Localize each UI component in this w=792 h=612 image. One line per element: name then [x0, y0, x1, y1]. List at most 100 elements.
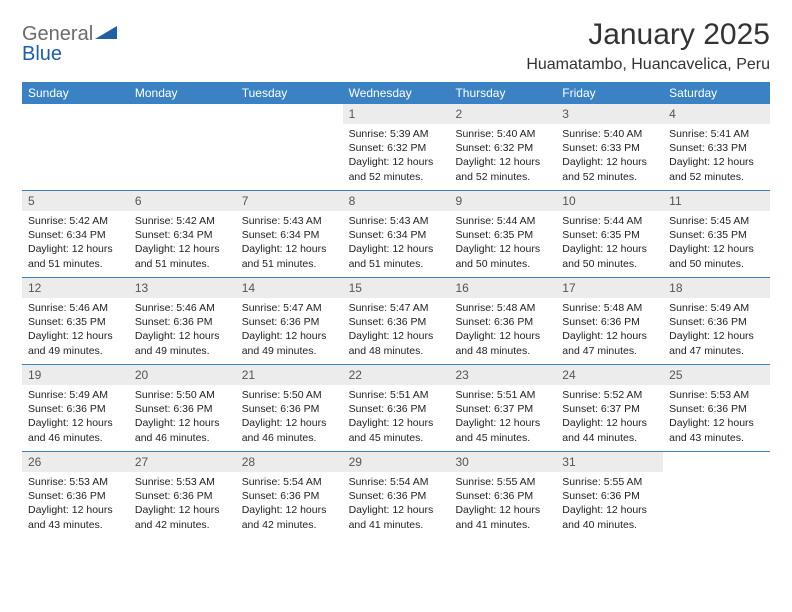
week-row: 19Sunrise: 5:49 AMSunset: 6:36 PMDayligh… [22, 364, 770, 451]
day-number: 11 [663, 191, 770, 211]
day-number: 24 [556, 365, 663, 385]
day-number: 25 [663, 365, 770, 385]
calendar-cell: 16Sunrise: 5:48 AMSunset: 6:36 PMDayligh… [449, 278, 556, 364]
calendar-cell: 3Sunrise: 5:40 AMSunset: 6:33 PMDaylight… [556, 104, 663, 190]
day-details: Sunrise: 5:39 AMSunset: 6:32 PMDaylight:… [343, 124, 450, 190]
day-details: Sunrise: 5:49 AMSunset: 6:36 PMDaylight:… [22, 385, 129, 451]
calendar-cell: 12Sunrise: 5:46 AMSunset: 6:35 PMDayligh… [22, 278, 129, 364]
calendar-cell: 26Sunrise: 5:53 AMSunset: 6:36 PMDayligh… [22, 452, 129, 538]
day-details: Sunrise: 5:41 AMSunset: 6:33 PMDaylight:… [663, 124, 770, 190]
week-row: 12Sunrise: 5:46 AMSunset: 6:35 PMDayligh… [22, 277, 770, 364]
day-number: 19 [22, 365, 129, 385]
day-number: 16 [449, 278, 556, 298]
day-details: Sunrise: 5:45 AMSunset: 6:35 PMDaylight:… [663, 211, 770, 277]
title-block: January 2025 Huamatambo, Huancavelica, P… [526, 18, 770, 74]
day-number: 2 [449, 104, 556, 124]
day-details: Sunrise: 5:47 AMSunset: 6:36 PMDaylight:… [343, 298, 450, 364]
calendar-cell: 5Sunrise: 5:42 AMSunset: 6:34 PMDaylight… [22, 191, 129, 277]
day-header-tuesday: Tuesday [236, 82, 343, 104]
day-details: Sunrise: 5:46 AMSunset: 6:36 PMDaylight:… [129, 298, 236, 364]
week-row: 1Sunrise: 5:39 AMSunset: 6:32 PMDaylight… [22, 104, 770, 190]
day-details: Sunrise: 5:40 AMSunset: 6:33 PMDaylight:… [556, 124, 663, 190]
day-details: Sunrise: 5:43 AMSunset: 6:34 PMDaylight:… [343, 211, 450, 277]
day-details: Sunrise: 5:55 AMSunset: 6:36 PMDaylight:… [556, 472, 663, 538]
calendar-cell: 2Sunrise: 5:40 AMSunset: 6:32 PMDaylight… [449, 104, 556, 190]
day-details: Sunrise: 5:52 AMSunset: 6:37 PMDaylight:… [556, 385, 663, 451]
header: GeneralBlue January 2025 Huamatambo, Hua… [22, 18, 770, 74]
calendar-cell: 7Sunrise: 5:43 AMSunset: 6:34 PMDaylight… [236, 191, 343, 277]
day-number: 12 [22, 278, 129, 298]
logo-word-2: Blue [22, 43, 62, 65]
calendar-cell: 11Sunrise: 5:45 AMSunset: 6:35 PMDayligh… [663, 191, 770, 277]
day-details: Sunrise: 5:42 AMSunset: 6:34 PMDaylight:… [22, 211, 129, 277]
calendar-cell [129, 104, 236, 190]
day-header-row: SundayMondayTuesdayWednesdayThursdayFrid… [22, 82, 770, 104]
day-details: Sunrise: 5:50 AMSunset: 6:36 PMDaylight:… [129, 385, 236, 451]
day-number: 31 [556, 452, 663, 472]
calendar-cell: 10Sunrise: 5:44 AMSunset: 6:35 PMDayligh… [556, 191, 663, 277]
day-number: 22 [343, 365, 450, 385]
calendar-cell [22, 104, 129, 190]
calendar-cell: 6Sunrise: 5:42 AMSunset: 6:34 PMDaylight… [129, 191, 236, 277]
calendar-cell [663, 452, 770, 538]
day-number: 3 [556, 104, 663, 124]
day-number: 26 [22, 452, 129, 472]
calendar-cell [236, 104, 343, 190]
day-header-wednesday: Wednesday [343, 82, 450, 104]
day-details: Sunrise: 5:42 AMSunset: 6:34 PMDaylight:… [129, 211, 236, 277]
day-details: Sunrise: 5:49 AMSunset: 6:36 PMDaylight:… [663, 298, 770, 364]
day-details: Sunrise: 5:55 AMSunset: 6:36 PMDaylight:… [449, 472, 556, 538]
logo-word-1: General [22, 23, 93, 45]
calendar-cell: 9Sunrise: 5:44 AMSunset: 6:35 PMDaylight… [449, 191, 556, 277]
day-number: 30 [449, 452, 556, 472]
day-details: Sunrise: 5:53 AMSunset: 6:36 PMDaylight:… [22, 472, 129, 538]
day-details: Sunrise: 5:53 AMSunset: 6:36 PMDaylight:… [663, 385, 770, 451]
day-details: Sunrise: 5:47 AMSunset: 6:36 PMDaylight:… [236, 298, 343, 364]
day-number: 29 [343, 452, 450, 472]
location: Huamatambo, Huancavelica, Peru [526, 56, 770, 74]
day-number: 18 [663, 278, 770, 298]
day-number: 6 [129, 191, 236, 211]
day-number: 1 [343, 104, 450, 124]
calendar-cell: 23Sunrise: 5:51 AMSunset: 6:37 PMDayligh… [449, 365, 556, 451]
logo: GeneralBlue [22, 18, 119, 64]
day-details: Sunrise: 5:54 AMSunset: 6:36 PMDaylight:… [343, 472, 450, 538]
calendar-cell: 31Sunrise: 5:55 AMSunset: 6:36 PMDayligh… [556, 452, 663, 538]
week-row: 26Sunrise: 5:53 AMSunset: 6:36 PMDayligh… [22, 451, 770, 538]
calendar-cell: 15Sunrise: 5:47 AMSunset: 6:36 PMDayligh… [343, 278, 450, 364]
calendar-cell: 13Sunrise: 5:46 AMSunset: 6:36 PMDayligh… [129, 278, 236, 364]
day-details: Sunrise: 5:54 AMSunset: 6:36 PMDaylight:… [236, 472, 343, 538]
day-details: Sunrise: 5:44 AMSunset: 6:35 PMDaylight:… [449, 211, 556, 277]
calendar-cell: 18Sunrise: 5:49 AMSunset: 6:36 PMDayligh… [663, 278, 770, 364]
calendar-cell: 24Sunrise: 5:52 AMSunset: 6:37 PMDayligh… [556, 365, 663, 451]
day-number: 20 [129, 365, 236, 385]
calendar-cell: 27Sunrise: 5:53 AMSunset: 6:36 PMDayligh… [129, 452, 236, 538]
day-header-monday: Monday [129, 82, 236, 104]
day-number: 28 [236, 452, 343, 472]
day-details: Sunrise: 5:50 AMSunset: 6:36 PMDaylight:… [236, 385, 343, 451]
calendar-cell: 4Sunrise: 5:41 AMSunset: 6:33 PMDaylight… [663, 104, 770, 190]
calendar-cell: 25Sunrise: 5:53 AMSunset: 6:36 PMDayligh… [663, 365, 770, 451]
day-number: 15 [343, 278, 450, 298]
day-number: 10 [556, 191, 663, 211]
day-details: Sunrise: 5:48 AMSunset: 6:36 PMDaylight:… [556, 298, 663, 364]
day-details: Sunrise: 5:46 AMSunset: 6:35 PMDaylight:… [22, 298, 129, 364]
day-header-friday: Friday [556, 82, 663, 104]
day-number: 23 [449, 365, 556, 385]
calendar-cell: 1Sunrise: 5:39 AMSunset: 6:32 PMDaylight… [343, 104, 450, 190]
day-number: 27 [129, 452, 236, 472]
day-details: Sunrise: 5:53 AMSunset: 6:36 PMDaylight:… [129, 472, 236, 538]
calendar-cell: 17Sunrise: 5:48 AMSunset: 6:36 PMDayligh… [556, 278, 663, 364]
calendar-cell: 14Sunrise: 5:47 AMSunset: 6:36 PMDayligh… [236, 278, 343, 364]
day-header-sunday: Sunday [22, 82, 129, 104]
day-details: Sunrise: 5:51 AMSunset: 6:36 PMDaylight:… [343, 385, 450, 451]
page-title: January 2025 [526, 18, 770, 52]
calendar-cell: 21Sunrise: 5:50 AMSunset: 6:36 PMDayligh… [236, 365, 343, 451]
weeks-container: 1Sunrise: 5:39 AMSunset: 6:32 PMDaylight… [22, 104, 770, 538]
calendar-cell: 28Sunrise: 5:54 AMSunset: 6:36 PMDayligh… [236, 452, 343, 538]
week-row: 5Sunrise: 5:42 AMSunset: 6:34 PMDaylight… [22, 190, 770, 277]
day-details: Sunrise: 5:51 AMSunset: 6:37 PMDaylight:… [449, 385, 556, 451]
day-number: 21 [236, 365, 343, 385]
day-number: 14 [236, 278, 343, 298]
day-details: Sunrise: 5:44 AMSunset: 6:35 PMDaylight:… [556, 211, 663, 277]
